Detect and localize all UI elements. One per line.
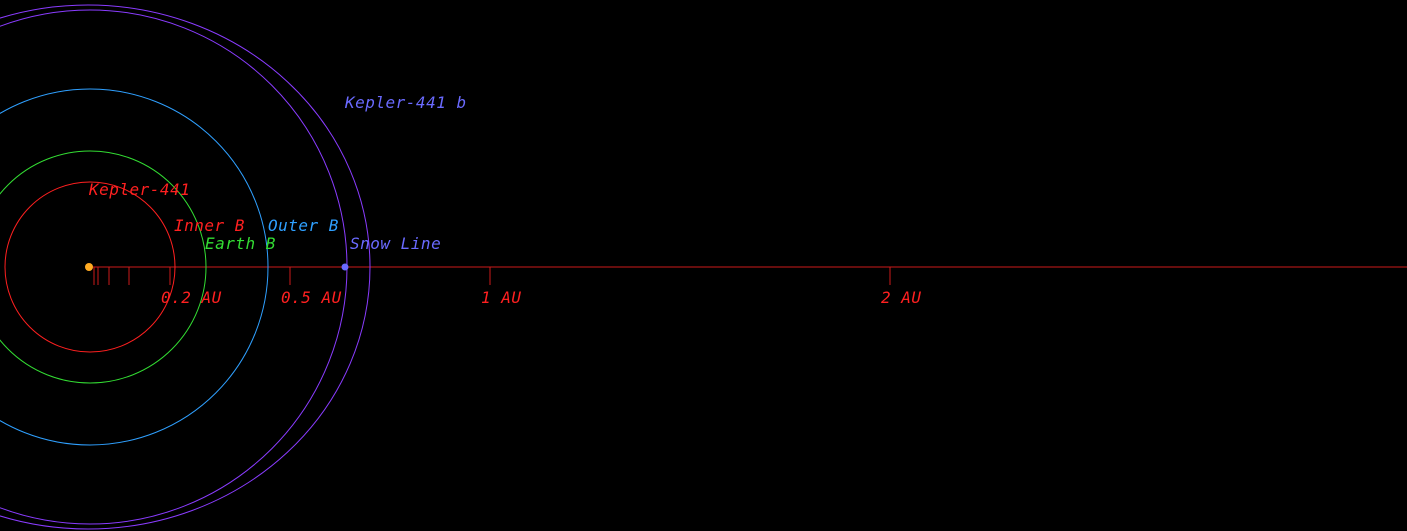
au-label-1: 1 AU (481, 288, 522, 307)
planet-dot (341, 263, 349, 271)
earth-zone-orbit (0, 150, 207, 384)
outer-zone-label: Outer B (268, 216, 339, 235)
au-label-2: 2 AU (881, 288, 922, 307)
au-label-0-2: 0.2 AU (161, 288, 222, 307)
star-name-label: Kepler-441 (88, 180, 190, 199)
outer-zone-orbit (0, 88, 269, 446)
snow-line-label: Snow Line (350, 234, 441, 253)
au-label-0-5: 0.5 AU (281, 288, 342, 307)
planet-name-label: Kepler-441 b (344, 93, 467, 112)
planet-orbit (0, 4, 371, 530)
inner-zone-orbit (4, 181, 176, 353)
earth-zone-label: Earth B (205, 234, 276, 253)
inner-zone-label: Inner B (174, 216, 245, 235)
star-dot (85, 263, 93, 271)
